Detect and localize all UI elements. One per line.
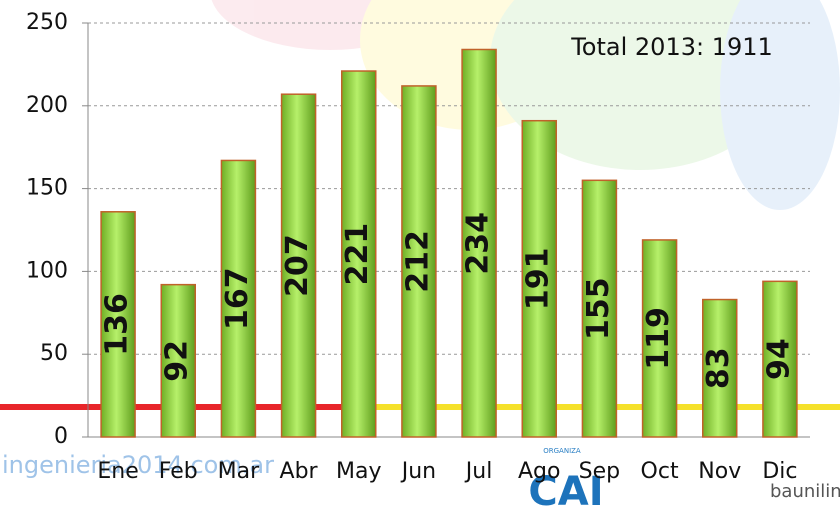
value-label: 94 (761, 338, 796, 380)
y-tick-label: 0 (54, 424, 68, 449)
bar (341, 70, 377, 438)
bar (401, 85, 437, 438)
x-tick-label: Dic (762, 459, 797, 484)
bar (641, 239, 678, 438)
x-tick-label: Ago (518, 459, 560, 484)
value-label: 92 (160, 340, 195, 382)
background-decoration (211, 0, 840, 210)
logo-text: bauniline (770, 481, 840, 502)
x-tick-label: Mar (218, 459, 260, 484)
value-label: 191 (521, 248, 556, 311)
x-tick-label: Nov (698, 459, 741, 484)
x-tick-label: Jul (464, 459, 493, 484)
bar (521, 119, 557, 438)
bar (160, 283, 196, 438)
bar (100, 211, 136, 438)
y-tick-label: 250 (26, 10, 68, 35)
x-tick-label: May (336, 459, 381, 484)
y-tick-label: 100 (26, 258, 68, 283)
bar (461, 48, 497, 438)
y-tick-label: 150 (26, 176, 68, 201)
value-label: 119 (641, 307, 676, 370)
x-tick-label: Sep (579, 459, 620, 484)
value-label: 234 (461, 212, 496, 275)
annotation: Total 2013: 1911 (570, 33, 773, 61)
bar (220, 159, 257, 438)
bar (702, 298, 738, 438)
value-label: 136 (100, 293, 135, 356)
value-label: 155 (581, 277, 616, 340)
logo-text: CAI (528, 469, 603, 511)
value-label: 221 (340, 223, 375, 286)
watermark: ingenieria2014.com.ar (2, 451, 274, 479)
value-label: 83 (701, 347, 736, 389)
value-label: 167 (220, 267, 255, 330)
y-tick-label: 200 (26, 93, 68, 118)
value-label: 212 (400, 230, 435, 293)
x-tick-label: Jun (400, 459, 436, 484)
value-label: 207 (280, 234, 315, 297)
x-tick-label: Oct (641, 459, 679, 484)
x-tick-label: Feb (159, 459, 198, 484)
bar (762, 280, 798, 438)
y-tick-label: 50 (40, 341, 68, 366)
bar (280, 93, 317, 438)
bar (581, 179, 618, 438)
x-tick-label: Ene (97, 459, 138, 484)
logo-text: ORGANIZA (543, 447, 581, 455)
x-tick-label: Abr (280, 459, 319, 484)
